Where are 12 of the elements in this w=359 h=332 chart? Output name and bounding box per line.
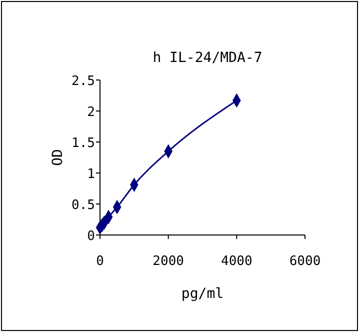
x-axis-title: pg/ml bbox=[181, 286, 224, 302]
y-tick-label: 0 bbox=[87, 229, 95, 244]
x-tick-label: 6000 bbox=[289, 254, 321, 269]
x-tick-label: 4000 bbox=[221, 254, 252, 269]
chart-title: h IL-24/MDA-7 bbox=[152, 50, 262, 66]
x-tick-label: 2000 bbox=[152, 254, 184, 269]
y-axis-title: OD bbox=[50, 149, 66, 166]
y-tick-label: 1 bbox=[87, 167, 95, 182]
y-tick-label: 2.5 bbox=[72, 74, 95, 89]
y-tick-label: 1.5 bbox=[72, 136, 95, 151]
y-tick-label: 2 bbox=[87, 105, 95, 120]
y-tick-label: 0.5 bbox=[72, 198, 95, 213]
